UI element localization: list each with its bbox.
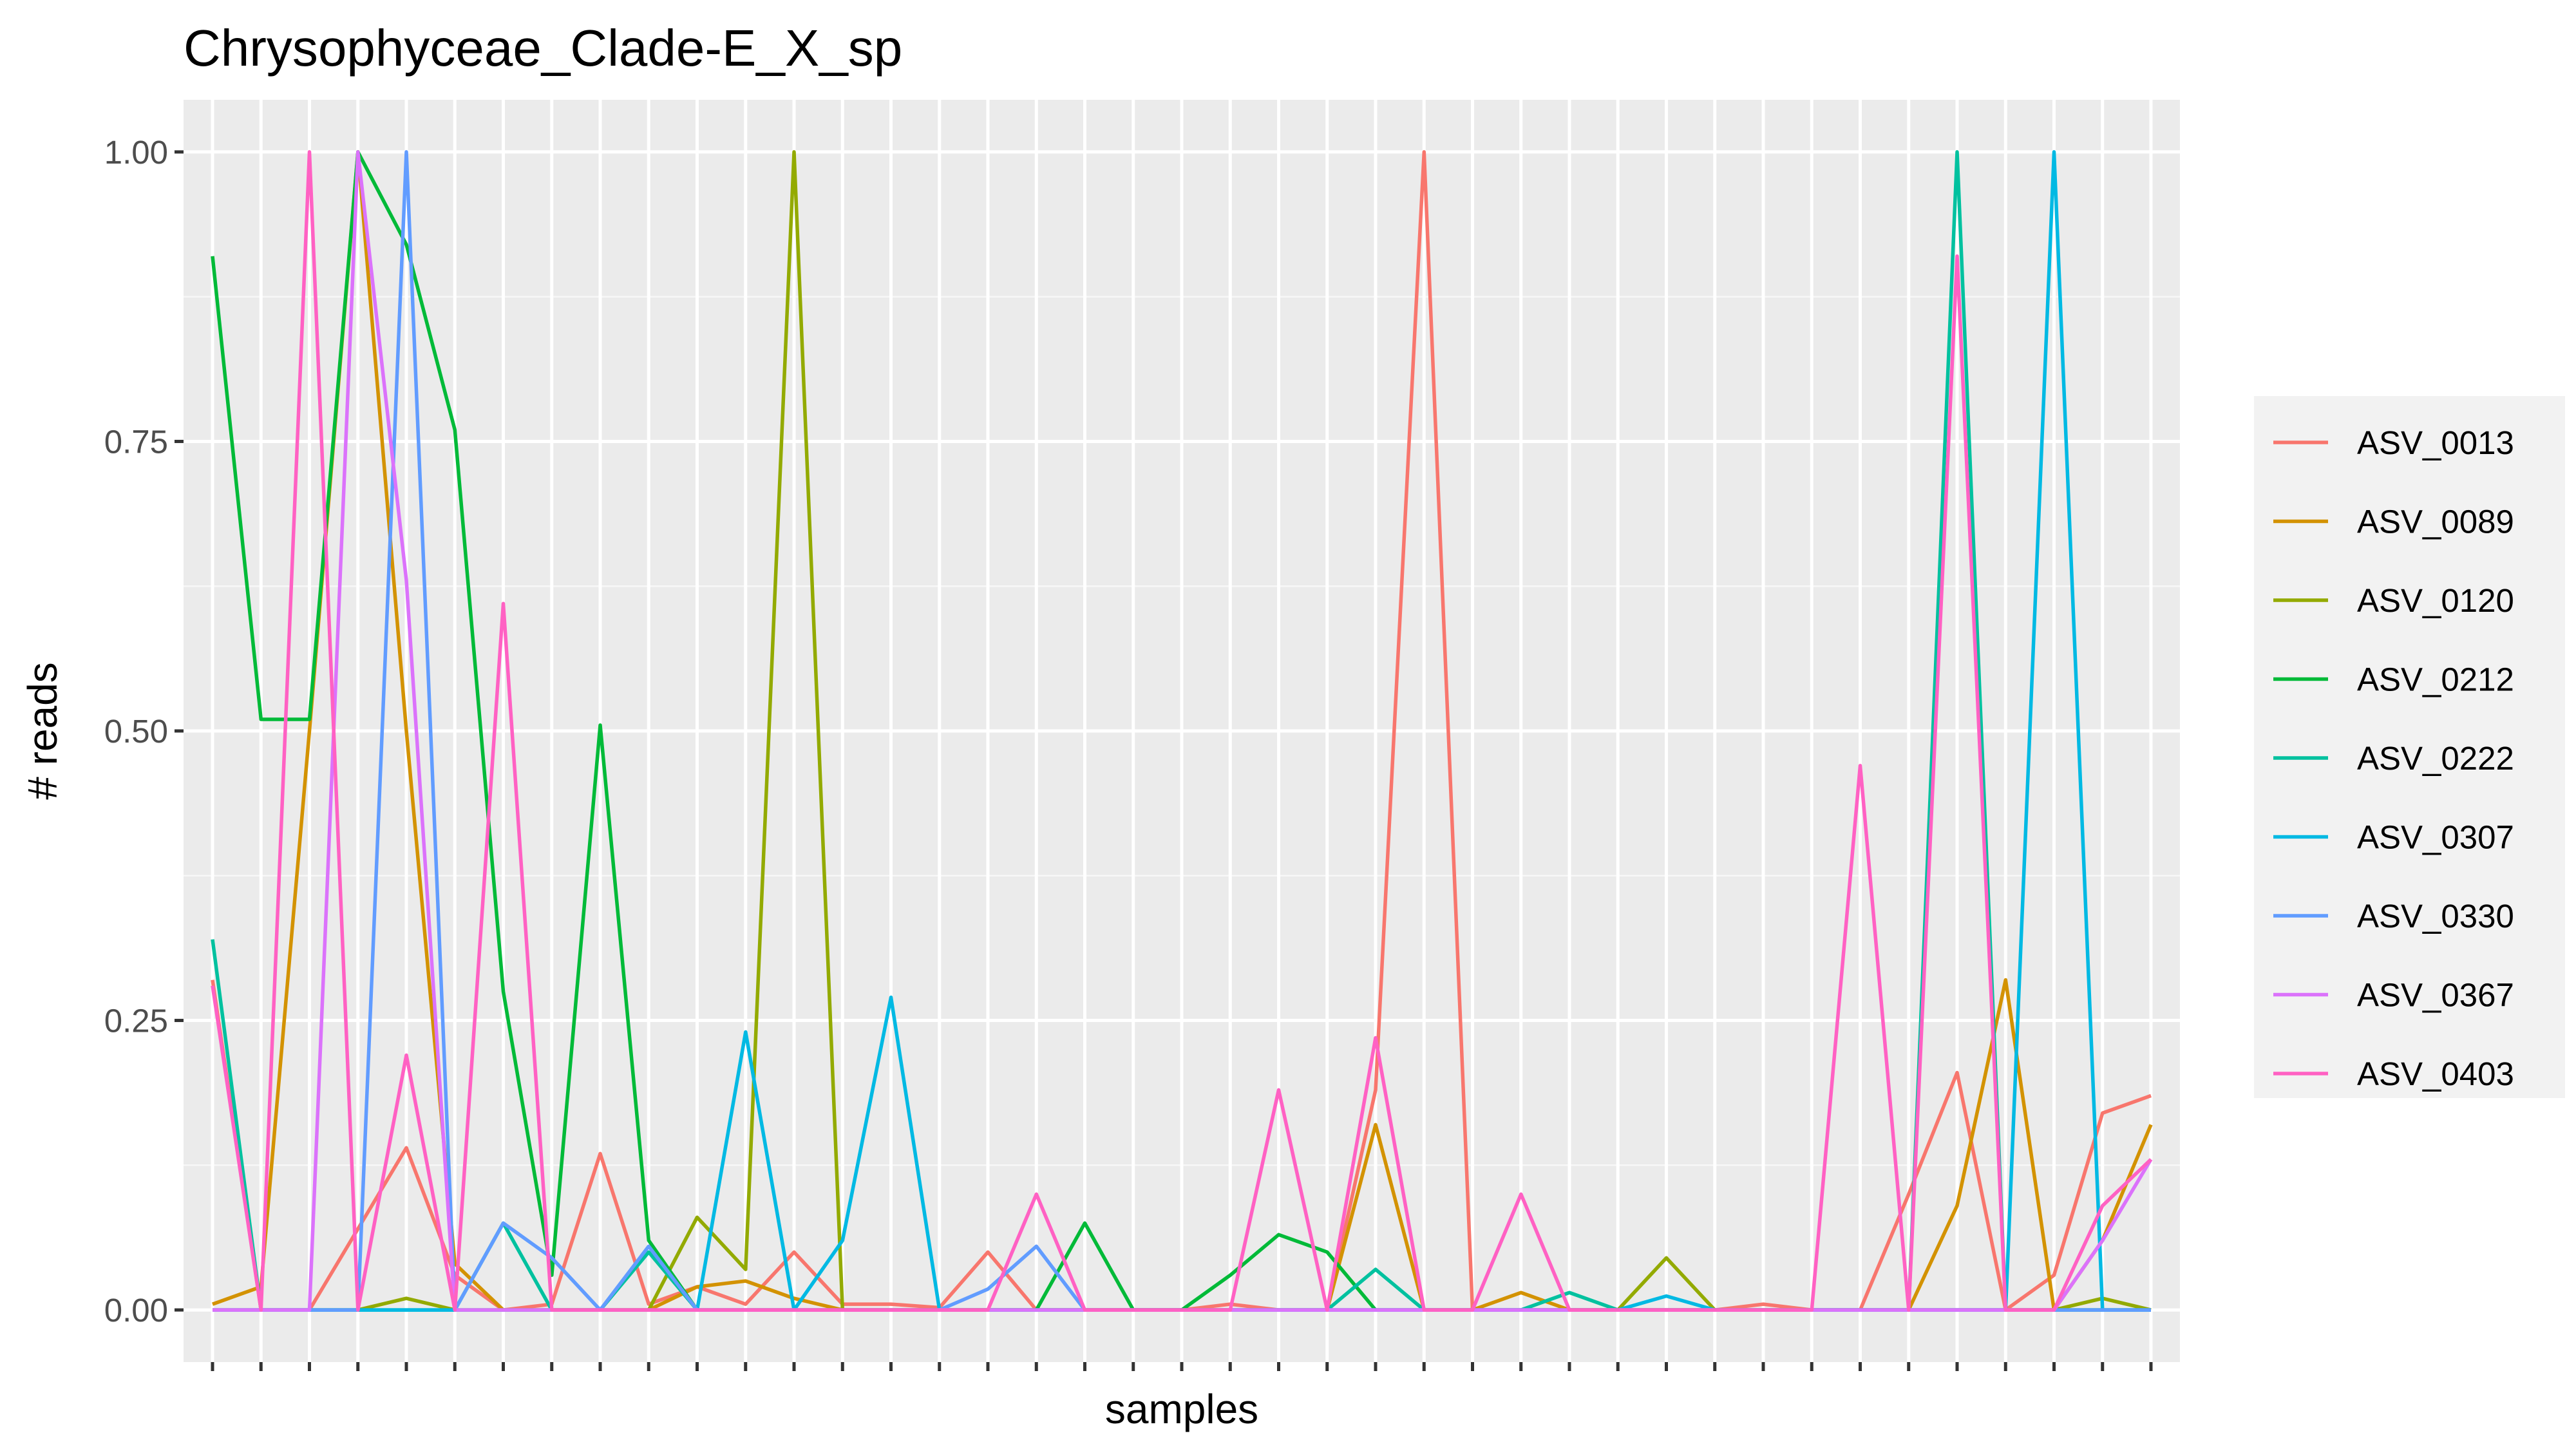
chart-title: Chrysophyceae_Clade-E_X_sp [184,19,902,77]
legend-label: ASV_0013 [2357,424,2514,461]
y-tick-label: 0.25 [104,1003,168,1039]
legend-label: ASV_0089 [2357,504,2514,540]
y-tick-label: 0.00 [104,1292,168,1329]
legend-label: ASV_0367 [2357,977,2514,1014]
legend-label: ASV_0212 [2357,661,2514,698]
x-axis-title: samples [1105,1386,1258,1432]
legend-label: ASV_0403 [2357,1056,2514,1092]
y-tick-label: 0.50 [104,713,168,750]
legend-label: ASV_0222 [2357,740,2514,777]
legend-label: ASV_0330 [2357,898,2514,934]
grid-lines [184,100,2180,1362]
series-line-asv-0403 [211,150,2152,1312]
legend-label: ASV_0307 [2357,819,2514,856]
legend: ASV_0013 ASV_0089 ASV_0120 ASV_0212 ASV_0222… [2273,424,2514,1092]
y-tick-label: 0.75 [104,423,168,460]
legend-label: ASV_0120 [2357,582,2514,619]
y-tick-label: 1.00 [104,134,168,171]
series-lines [211,150,2153,1312]
x-axis [211,1362,2153,1371]
y-axis: 0.00 0.25 0.50 0.75 1.00 [104,134,184,1329]
legend-box [2254,396,2565,1098]
y-axis-title: # reads [19,662,66,799]
